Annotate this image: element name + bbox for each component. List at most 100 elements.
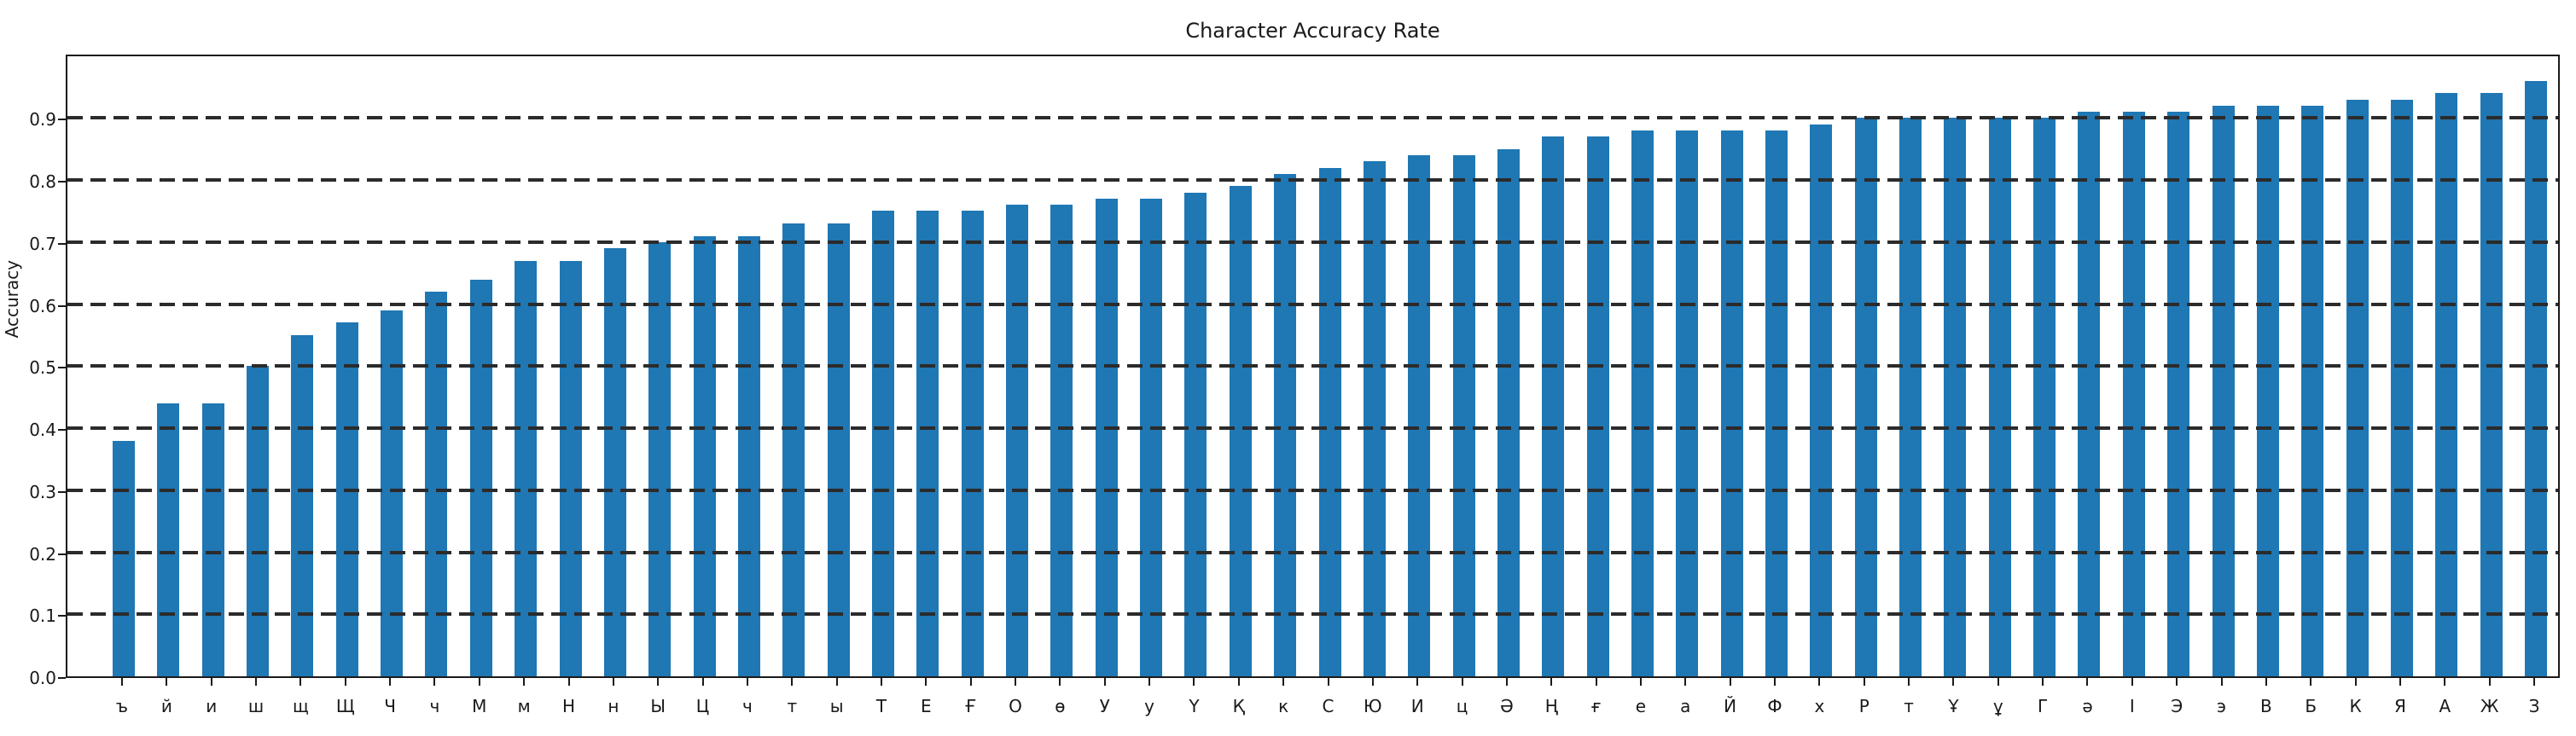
x-tick-label-41: Ұ xyxy=(1948,696,1959,716)
bar-З xyxy=(2525,80,2547,676)
bar-ч xyxy=(737,235,760,676)
x-tick-mark xyxy=(1327,678,1329,686)
x-tick-mark xyxy=(433,678,436,686)
bar-О xyxy=(1006,205,1029,676)
x-tick-label-37: Ф xyxy=(1767,696,1782,716)
x-tick-label-42: ұ xyxy=(1992,696,2003,716)
x-tick-label-5: Щ xyxy=(335,696,355,716)
x-tick-label-15: т xyxy=(787,696,798,716)
y-tick-mark xyxy=(58,242,66,245)
bar-Ң xyxy=(1542,136,1565,676)
x-tick-label-14: ч xyxy=(742,696,753,716)
bar-м xyxy=(515,260,538,676)
x-tick-label-48: В xyxy=(2260,696,2272,716)
x-tick-mark xyxy=(1371,678,1374,686)
x-tick-mark xyxy=(835,678,838,686)
x-tick-mark xyxy=(1416,678,1419,686)
y-tick-label-0.0: 0.0 xyxy=(29,668,56,688)
x-tick-label-9: м xyxy=(517,696,531,716)
bar-ы xyxy=(827,223,850,676)
y-tick-label-0.6: 0.6 xyxy=(29,295,56,316)
bar-І xyxy=(2122,112,2145,676)
x-tick-mark xyxy=(1550,678,1553,686)
x-tick-mark xyxy=(2399,678,2401,686)
gridline-0.9 xyxy=(67,116,2558,120)
bar-Г xyxy=(2033,118,2056,676)
y-tick-mark xyxy=(58,429,66,432)
x-tick-label-0: ъ xyxy=(115,696,129,716)
bar-э xyxy=(2212,105,2235,676)
bar-х xyxy=(1810,124,1833,676)
y-tick-mark xyxy=(58,615,66,617)
x-tick-mark xyxy=(2086,678,2089,686)
x-tick-mark xyxy=(1595,678,1597,686)
x-tick-label-32: Ң xyxy=(1544,696,1558,716)
x-tick-mark xyxy=(612,678,614,686)
x-tick-mark xyxy=(2131,678,2133,686)
bar-т xyxy=(1899,118,1922,676)
bar-у xyxy=(1140,198,1163,676)
x-tick-label-50: К xyxy=(2349,696,2362,716)
x-tick-mark xyxy=(1282,678,1285,686)
gridline-0.5 xyxy=(67,364,2558,368)
gridline-0.4 xyxy=(67,426,2558,431)
bar-н xyxy=(603,248,626,676)
bar-Ұ xyxy=(1944,118,1967,676)
y-tick-mark xyxy=(58,181,66,183)
bar-Я xyxy=(2390,99,2413,676)
x-tick-label-8: М xyxy=(472,696,487,716)
x-tick-mark xyxy=(210,678,212,686)
x-tick-mark xyxy=(1148,678,1151,686)
y-tick-label-0.3: 0.3 xyxy=(29,481,56,502)
x-tick-mark xyxy=(166,678,168,686)
y-tick-mark xyxy=(58,677,66,679)
x-tick-label-28: Ю xyxy=(1364,696,1382,716)
bar-й xyxy=(157,403,180,676)
x-tick-label-2: и xyxy=(206,696,218,716)
y-tick-label-0.7: 0.7 xyxy=(29,233,56,254)
bar-ц xyxy=(1452,155,1475,676)
bar-ч xyxy=(425,292,448,676)
bar-К xyxy=(2346,99,2369,676)
gridline-0.6 xyxy=(67,302,2558,306)
gridline-0.3 xyxy=(67,488,2558,492)
x-tick-mark xyxy=(1237,678,1240,686)
x-tick-mark xyxy=(1059,678,1061,686)
x-tick-mark xyxy=(1639,678,1642,686)
bar-Ф xyxy=(1765,130,1788,676)
x-tick-mark xyxy=(1505,678,1508,686)
y-tick-mark xyxy=(58,119,66,121)
x-tick-mark xyxy=(2220,678,2223,686)
bar-С xyxy=(1318,167,1341,676)
x-tick-label-13: Ц xyxy=(695,696,710,716)
x-tick-mark xyxy=(746,678,748,686)
bar-Т xyxy=(871,211,894,676)
x-tick-label-20: О xyxy=(1009,696,1022,716)
x-tick-mark xyxy=(478,678,480,686)
x-tick-label-12: Ы xyxy=(650,696,666,716)
bar-и xyxy=(201,403,224,676)
plot-area xyxy=(66,55,2560,678)
x-tick-label-43: Г xyxy=(2038,696,2049,716)
bar-а xyxy=(1676,130,1699,676)
x-tick-label-19: Ғ xyxy=(964,696,977,716)
bar-Ц xyxy=(693,235,716,676)
bar-Б xyxy=(2301,105,2324,676)
x-tick-label-51: Я xyxy=(2393,696,2406,716)
x-tick-label-52: А xyxy=(2439,696,2451,716)
x-tick-mark xyxy=(2444,678,2446,686)
bar-е xyxy=(1631,130,1654,676)
x-tick-mark xyxy=(2310,678,2312,686)
bar-У xyxy=(1095,198,1118,676)
bar-Е xyxy=(916,211,939,676)
bar-ө xyxy=(1050,205,1073,676)
x-tick-label-36: Й xyxy=(1724,696,1737,716)
bar-Ж xyxy=(2480,93,2503,676)
gridline-0.8 xyxy=(67,178,2558,183)
x-tick-label-16: ы xyxy=(829,696,844,716)
bar-Қ xyxy=(1229,186,1252,676)
x-tick-mark xyxy=(2354,678,2357,686)
bar-Щ xyxy=(335,322,358,676)
x-tick-label-40: т xyxy=(1904,696,1914,716)
x-tick-label-53: Ж xyxy=(2480,696,2499,716)
